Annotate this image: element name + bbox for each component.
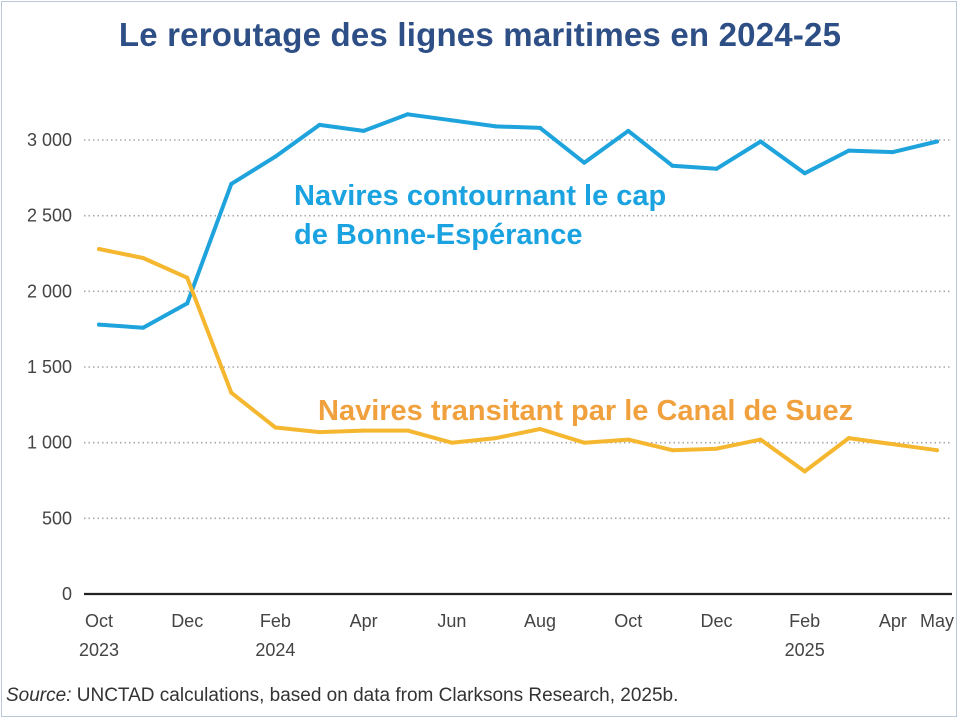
y-tick-label: 3 000 — [27, 130, 72, 150]
series-0-point — [935, 139, 939, 144]
series-0-point — [317, 122, 322, 127]
x-tick-label: Dec — [171, 611, 203, 631]
x-tick-label: Dec — [700, 611, 732, 631]
y-tick-label: 1 500 — [27, 357, 72, 377]
series-0-point — [361, 128, 366, 133]
series-1-point — [405, 428, 410, 433]
series-1-point — [317, 430, 322, 435]
chart-title: Le reroutage des lignes maritimes en 202… — [118, 16, 842, 53]
x-tick-label: Feb — [789, 611, 820, 631]
series-1-point — [97, 246, 101, 251]
x-tick-label: 2024 — [255, 640, 295, 660]
series-1-point — [449, 440, 454, 445]
x-tick-label: May — [920, 611, 954, 631]
series-1-point — [493, 436, 498, 441]
x-tick-label: 2023 — [79, 640, 119, 660]
x-tick-label: Apr — [879, 611, 907, 631]
series-1-point — [626, 437, 631, 442]
series-0-point — [185, 301, 190, 306]
series-line-0 — [97, 112, 939, 330]
series-0-point — [273, 154, 278, 159]
series-1-point — [890, 442, 895, 447]
series-0-point — [714, 166, 719, 171]
series-1-point — [538, 427, 543, 432]
y-tick-label: 1 000 — [27, 433, 72, 453]
series-label-0: Navires contournant le cap — [294, 180, 666, 212]
series-line-1 — [97, 247, 939, 474]
x-tick-label: 2025 — [785, 640, 825, 660]
x-tick-label: Jun — [437, 611, 466, 631]
y-tick-label: 500 — [42, 508, 72, 528]
series-1-point — [935, 448, 939, 453]
series-0-point — [670, 163, 675, 168]
series-1-point — [185, 275, 190, 280]
series-1-point — [670, 448, 675, 453]
series-0-point — [802, 171, 807, 176]
series-0-point — [582, 160, 587, 165]
series-1-point — [714, 446, 719, 451]
series-0-point — [626, 128, 631, 133]
x-tick-label: Oct — [614, 611, 642, 631]
series-0-point — [493, 124, 498, 129]
y-tick-label: 0 — [62, 584, 72, 604]
source-note: Source: UNCTAD calculations, based on da… — [6, 685, 678, 707]
series-0-point — [449, 118, 454, 123]
series-0-point — [758, 139, 763, 144]
x-tick-label: Feb — [260, 611, 291, 631]
source-label: Source: — [6, 685, 72, 706]
series-1-point — [141, 256, 146, 261]
x-tick-label: Apr — [350, 611, 378, 631]
series-1-point — [361, 428, 366, 433]
x-tick-label: Aug — [524, 611, 556, 631]
series-1-point — [846, 436, 851, 441]
series-0-point — [846, 148, 851, 153]
series-0-point — [890, 150, 895, 155]
series-label-0: de Bonne-Espérance — [294, 219, 582, 251]
x-tick-label: Oct — [85, 611, 113, 631]
series-0-point — [538, 125, 543, 130]
series-1-point — [802, 469, 807, 474]
y-tick-label: 2 500 — [27, 206, 72, 226]
series-1-point — [582, 440, 587, 445]
series-1-point — [758, 437, 763, 442]
y-tick-label: 2 000 — [27, 281, 72, 301]
series-0-point — [229, 181, 234, 186]
series-1-point — [229, 390, 234, 395]
series-label-1: Navires transitant par le Canal de Suez — [318, 395, 853, 427]
series-0-point — [97, 322, 101, 327]
series-0-point — [405, 112, 410, 117]
series-1-point — [273, 425, 278, 430]
series-0-point — [141, 325, 146, 330]
source-text: UNCTAD calculations, based on data from … — [71, 685, 679, 706]
